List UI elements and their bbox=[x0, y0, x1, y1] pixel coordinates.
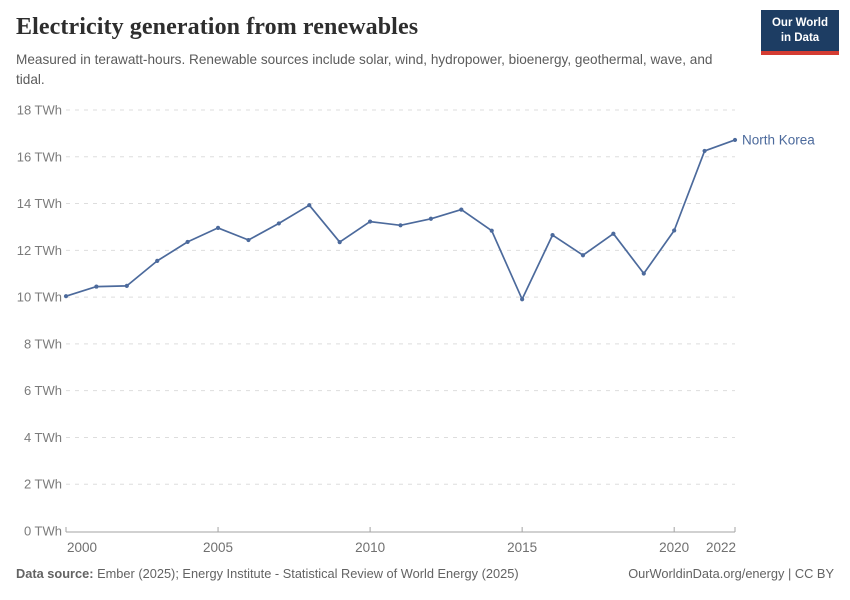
x-axis-tick-label: 2020 bbox=[659, 540, 689, 555]
chart-area[interactable]: 0 TWh 2 TWh 4 TWh 6 TWh 8 TWh 10 TWh 12 TWh 14 … bbox=[0, 100, 850, 567]
x-axis-tick-label: 2015 bbox=[507, 540, 537, 555]
x-axis-tick-label: 2022 bbox=[706, 540, 736, 555]
series-label-north-korea[interactable]: North Korea bbox=[742, 132, 815, 147]
data-point[interactable] bbox=[215, 225, 221, 230]
data-point[interactable] bbox=[63, 294, 69, 299]
y-axis-tick-label: 8 TWh bbox=[24, 336, 62, 351]
data-point[interactable] bbox=[520, 297, 525, 302]
y-axis-tick-label: 18 TWh bbox=[17, 103, 62, 118]
x-axis-tick-label: 2010 bbox=[355, 540, 385, 555]
x-axis-tick-label: 2005 bbox=[203, 540, 233, 555]
chart-header: Electricity generation from renewables M… bbox=[16, 14, 834, 89]
data-point[interactable] bbox=[672, 228, 677, 233]
data-point[interactable] bbox=[489, 228, 494, 233]
data-point[interactable] bbox=[307, 203, 312, 208]
data-point[interactable] bbox=[580, 253, 586, 258]
data-point[interactable] bbox=[702, 148, 707, 154]
chart-footer: Data source: Ember (2025); Energy Instit… bbox=[16, 566, 834, 581]
y-axis-tick-label: 14 TWh bbox=[17, 196, 62, 211]
data-point[interactable] bbox=[550, 233, 555, 238]
owid-logo-line2: in Data bbox=[780, 31, 820, 44]
line-chart-canvas[interactable]: 0 TWh 2 TWh 4 TWh 6 TWh 8 TWh 10 TWh 12 TWh 14 … bbox=[0, 100, 850, 562]
page-title: Electricity generation from renewables bbox=[16, 14, 419, 40]
data-point[interactable] bbox=[641, 271, 646, 276]
y-axis-tick-label: 16 TWh bbox=[17, 149, 62, 164]
owid-logo[interactable]: Our World in Data bbox=[761, 10, 839, 55]
data-point[interactable] bbox=[337, 240, 342, 245]
owid-logo-line1: Our World bbox=[771, 17, 828, 29]
data-point[interactable] bbox=[398, 223, 403, 228]
y-axis-tick-label: 4 TWh bbox=[24, 430, 62, 445]
y-axis-tick-label: 6 TWh bbox=[24, 383, 62, 398]
y-axis-tick-label: 12 TWh bbox=[17, 243, 62, 258]
y-axis-tick-label: 0 TWh bbox=[24, 524, 62, 539]
data-point[interactable] bbox=[185, 239, 190, 245]
y-axis-tick-label: 2 TWh bbox=[24, 477, 62, 492]
data-point[interactable] bbox=[124, 283, 129, 288]
data-point[interactable] bbox=[246, 237, 251, 243]
page-subtitle: Measured in terawatt-hours. Renewable so… bbox=[16, 52, 713, 87]
data-point[interactable] bbox=[732, 137, 738, 143]
y-axis-tick-label: 10 TWh bbox=[17, 290, 62, 305]
data-source-note: Data source: Ember (2025); Energy Instit… bbox=[16, 566, 519, 581]
data-point[interactable] bbox=[611, 231, 616, 236]
owid-url-license[interactable]: OurWorldinData.org/energy | CC BY bbox=[628, 566, 834, 581]
data-point[interactable] bbox=[155, 258, 160, 263]
x-axis-tick-label: 2000 bbox=[67, 540, 97, 555]
data-point[interactable] bbox=[459, 207, 464, 212]
data-source-text: Ember (2025); Energy Institute - Statist… bbox=[93, 566, 519, 581]
data-point[interactable] bbox=[367, 219, 373, 224]
data-source-label: Data source: bbox=[16, 566, 94, 581]
data-line-north-korea[interactable] bbox=[65, 139, 736, 301]
data-point[interactable] bbox=[428, 216, 434, 221]
data-point[interactable] bbox=[276, 221, 281, 226]
data-point[interactable] bbox=[94, 284, 99, 289]
